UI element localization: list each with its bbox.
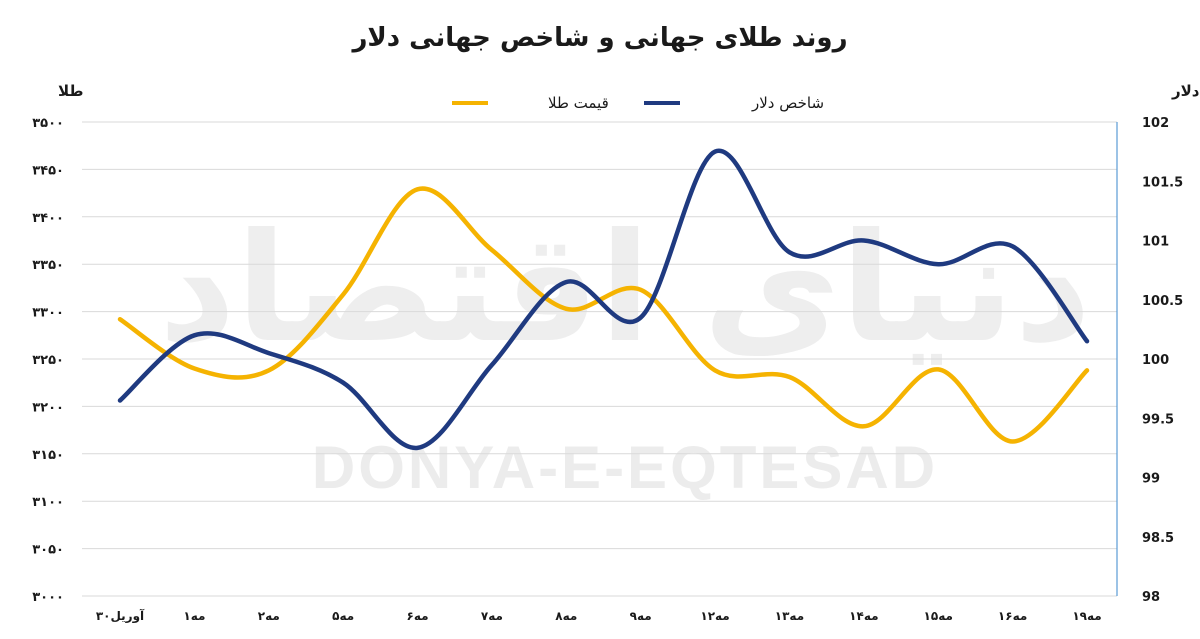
right-tick-label: 98 — [1142, 590, 1160, 605]
x-tick-label: ۳۰آوریل — [96, 608, 145, 624]
right-tick-label: 101 — [1142, 235, 1169, 250]
left-tick-label: ۳۴۵۰ — [32, 163, 64, 178]
series-line-dollar — [117, 148, 1090, 451]
x-tick-label: ۱۹مه — [1072, 609, 1101, 623]
x-tick-label: ۱مه — [183, 609, 205, 623]
x-tick-label: ۱۵مه — [924, 609, 953, 623]
series-group — [117, 148, 1090, 451]
x-tick-label: ۵مه — [332, 609, 354, 623]
x-tick-label: ۷مه — [481, 609, 503, 623]
x-tick-label: ۱۲مه — [700, 609, 729, 623]
x-tick-label: ۶مه — [407, 609, 429, 623]
x-tick-label: ۱۶مه — [998, 609, 1027, 623]
right-tick-label: 100.5 — [1142, 294, 1183, 309]
watermark-latin: DONYA-E-EQTESAD — [312, 434, 938, 501]
left-tick-label: ۳۴۰۰ — [32, 211, 64, 226]
x-tick-label: ۹مه — [630, 609, 652, 623]
right-tick-label: 100 — [1142, 353, 1169, 368]
legend: شاخص دلار قیمت طلا — [452, 94, 824, 112]
x-tick-label: ۲مه — [258, 609, 280, 623]
gridlines — [82, 121, 1117, 597]
x-tick-label: ۸مه — [555, 609, 577, 623]
left-tick-label: ۳۱۰۰ — [32, 495, 64, 510]
right-tick-label: 98.5 — [1142, 531, 1174, 546]
legend-label-gold: قیمت طلا — [548, 94, 609, 112]
left-tick-label: ۳۲۵۰ — [32, 353, 64, 368]
x-axis: ۳۰آوریل ۱مه ۲مه ۵مه ۶مه ۷مه ۸مه ۹مه ۱۲مه ۱۳مه ۱۴مه… — [96, 608, 1102, 624]
right-axis-unit: دلار — [1171, 82, 1200, 100]
chart-title: روند طلای جهانی و شاخص جهانی دلار — [350, 23, 847, 53]
watermark: دنیای اقتصاد DONYA-E-EQTESAD — [159, 202, 1092, 501]
left-tick-label: ۳۵۰۰ — [32, 116, 64, 131]
right-tick-label: 99.5 — [1142, 412, 1174, 427]
left-axis: ۳۰۰۰ ۳۰۵۰ ۳۱۰۰ ۳۱۵۰ ۳۲۰۰ ۳۲۵۰ ۳۳۰۰ ۳۳۵۰ ۳۴۰۰ ۳۴۵۰… — [32, 116, 64, 605]
left-tick-label: ۳۳۵۰ — [32, 258, 64, 273]
left-tick-label: ۳۱۵۰ — [32, 448, 64, 463]
right-tick-label: 99 — [1142, 472, 1160, 487]
left-axis-unit: طلا — [58, 82, 84, 100]
left-tick-label: ۳۲۰۰ — [32, 400, 64, 415]
x-tick-label: ۱۴مه — [849, 609, 878, 623]
legend-label-dollar: شاخص دلار — [751, 94, 824, 112]
right-tick-label: 101.5 — [1142, 175, 1183, 190]
series-line-gold — [117, 186, 1090, 444]
right-tick-label: 102 — [1142, 116, 1169, 131]
left-tick-label: ۳۰۵۰ — [32, 543, 64, 558]
x-tick-label: ۱۳مه — [775, 609, 804, 623]
left-tick-label: ۳۰۰۰ — [32, 590, 64, 605]
right-axis: 98 98.5 99 99.5 100 100.5 101 101.5 102 — [1142, 116, 1183, 605]
left-tick-label: ۳۳۰۰ — [32, 306, 64, 321]
